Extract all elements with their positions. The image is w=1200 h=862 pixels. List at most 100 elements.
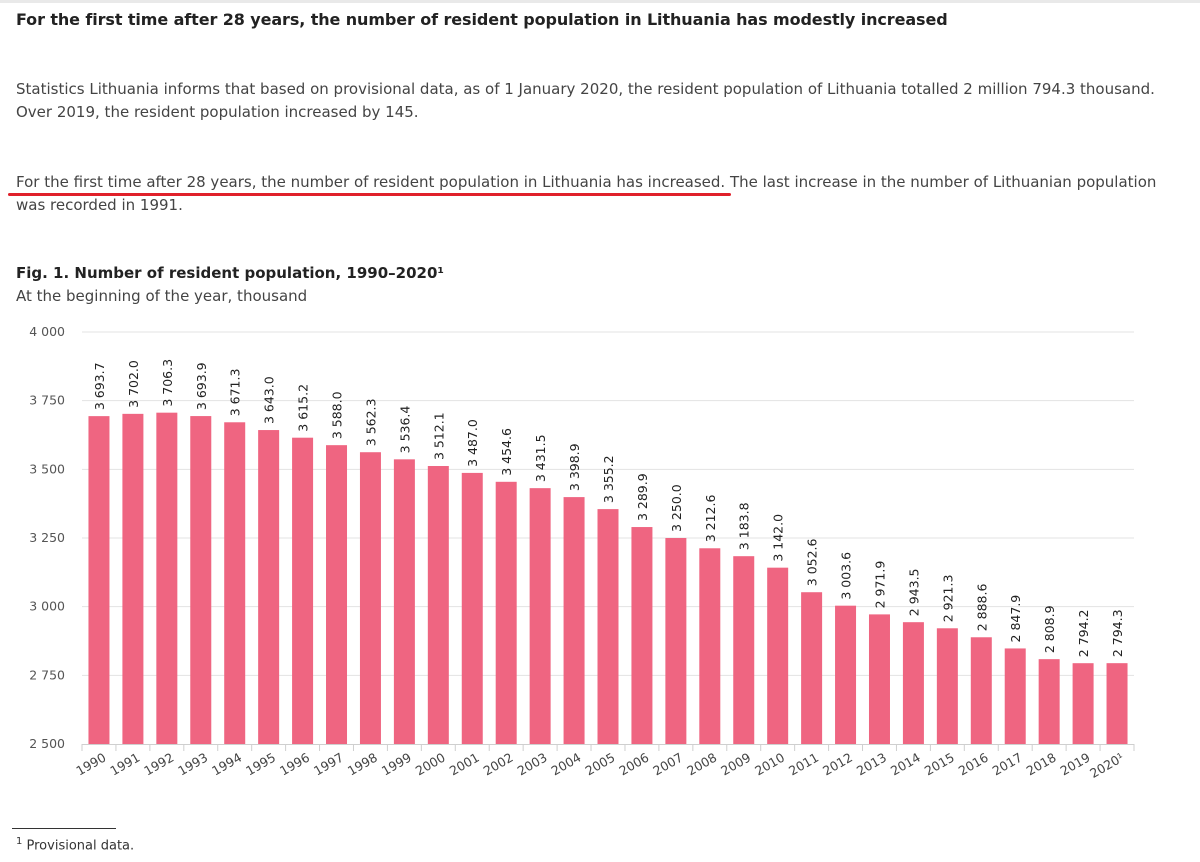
bar-value-label: 3 003.6: [839, 552, 854, 600]
bar: [733, 556, 755, 744]
paragraph-2-rest: The last increase in the number of Lithu…: [16, 173, 1157, 214]
x-tick-label: 2009: [718, 750, 753, 779]
bar-value-label: 3 588.0: [330, 391, 345, 439]
bar: [597, 509, 619, 744]
bar: [1072, 663, 1094, 744]
x-tick-label: 2010: [752, 750, 787, 779]
bar-value-label: 3 643.0: [262, 376, 277, 424]
bar-value-label: 3 693.7: [92, 362, 107, 410]
article-headline: For the first time after 28 years, the n…: [16, 10, 948, 29]
bar: [563, 497, 585, 744]
bar-value-label: 2 921.3: [940, 575, 955, 623]
x-tick-label: 2013: [854, 750, 889, 779]
bar: [1004, 648, 1026, 744]
x-tick-label: 1995: [243, 750, 278, 779]
bar-value-label: 3 355.2: [601, 455, 616, 503]
x-tick-label: 2006: [616, 750, 651, 779]
x-tick-label: 2007: [650, 750, 685, 779]
bar-value-label: 3 536.4: [397, 406, 412, 454]
x-tick-label: 1991: [107, 750, 142, 779]
highlight-underline: [8, 193, 731, 196]
x-tick-label: 2001: [447, 750, 482, 779]
bar: [665, 538, 687, 744]
bar-value-label: 3 706.3: [160, 359, 175, 407]
value-labels: 3 693.7 3 702.0 3 706.3 3 693.9 3 671.3 3 643…: [92, 359, 1125, 657]
bar: [258, 430, 280, 744]
bar: [1038, 659, 1060, 744]
bar: [495, 481, 517, 744]
bar-value-label: 3 693.9: [194, 362, 209, 410]
population-bar-chart: 2 500 2 750 3 000 3 250 3 500 3 750 4 000 3 69…: [29, 324, 1135, 781]
footnote: 1 Provisional data.: [16, 836, 134, 853]
x-tick-label: 1997: [311, 750, 346, 779]
bar-value-label: 2 971.9: [872, 561, 887, 609]
bar: [461, 472, 483, 744]
x-tick-label: 2004: [549, 750, 584, 779]
bar: [835, 605, 857, 744]
bar: [699, 548, 721, 744]
bar: [767, 567, 789, 744]
x-tick-label: 2005: [582, 750, 617, 779]
y-tick-label: 3 250: [29, 530, 65, 545]
x-tick-label: 2017: [990, 750, 1025, 779]
x-tick-label: 1996: [277, 750, 312, 779]
bar: [224, 422, 246, 744]
bar: [156, 412, 178, 744]
bar: [122, 413, 144, 744]
highlighted-sentence: For the first time after 28 years, the n…: [16, 173, 726, 191]
bar: [801, 592, 823, 744]
y-tick-label: 2 500: [29, 736, 65, 751]
x-tick-label: 1990: [73, 750, 108, 779]
bar-value-label: 3 212.6: [703, 495, 718, 543]
x-tick-label: 2012: [820, 750, 855, 779]
x-tick-label: 2016: [956, 750, 991, 779]
bar-value-label: 2 943.5: [906, 568, 921, 616]
bar: [88, 416, 110, 744]
bar: [326, 445, 348, 744]
bar-value-label: 3 183.8: [737, 502, 752, 550]
x-tick-label: 2000: [413, 750, 448, 779]
x-tick-label: 2015: [922, 750, 957, 779]
figure-title: Fig. 1. Number of resident population, 1…: [16, 264, 444, 282]
footnote-rule: [12, 828, 116, 829]
x-tick-label: 2008: [684, 750, 719, 779]
bar: [292, 437, 314, 744]
bar-value-label: 3 052.6: [805, 538, 820, 586]
bar-value-label: 2 808.9: [1042, 605, 1057, 653]
y-tick-label: 3 000: [29, 599, 65, 614]
bar-value-label: 3 454.6: [499, 428, 514, 476]
article-paragraph-2: For the first time after 28 years, the n…: [16, 171, 1186, 217]
bar: [970, 637, 992, 744]
bar-value-label: 2 847.9: [1008, 595, 1023, 643]
y-tick-label: 4 000: [29, 324, 65, 339]
bar-value-label: 3 289.9: [635, 473, 650, 521]
bar: [1106, 663, 1128, 744]
bar: [359, 452, 381, 744]
y-tick-label: 3 500: [29, 461, 65, 476]
footnote-text: Provisional data.: [26, 838, 135, 854]
bar-value-label: 3 250.0: [669, 484, 684, 532]
footnote-marker: 1: [16, 836, 23, 847]
bar-value-label: 2 888.6: [974, 584, 989, 632]
bar: [868, 614, 890, 744]
x-axis: 1990199119921993199419951996199719981999…: [73, 744, 1135, 781]
y-tick-label: 3 750: [29, 393, 65, 408]
bar: [529, 488, 551, 744]
x-tick-label: 2014: [888, 750, 923, 779]
y-axis-ticks: 2 500 2 750 3 000 3 250 3 500 3 750 4 000: [29, 324, 65, 751]
top-divider: [0, 0, 1200, 3]
bar: [902, 622, 924, 744]
bar: [427, 466, 449, 744]
x-tick-label: 1992: [141, 750, 176, 779]
x-tick-label: 2011: [786, 750, 821, 779]
x-tick-label: 1999: [379, 750, 414, 779]
bar-value-label: 3 142.0: [771, 514, 786, 562]
figure-subtitle: At the beginning of the year, thousand: [16, 287, 308, 305]
x-tick-label: 1993: [175, 750, 210, 779]
bar-value-label: 3 671.3: [228, 369, 243, 417]
x-tick-label: 1994: [209, 750, 244, 779]
bars: [88, 412, 1128, 744]
bar: [393, 459, 415, 744]
bar-value-label: 3 512.1: [431, 412, 446, 460]
bar-value-label: 3 562.3: [363, 399, 378, 447]
